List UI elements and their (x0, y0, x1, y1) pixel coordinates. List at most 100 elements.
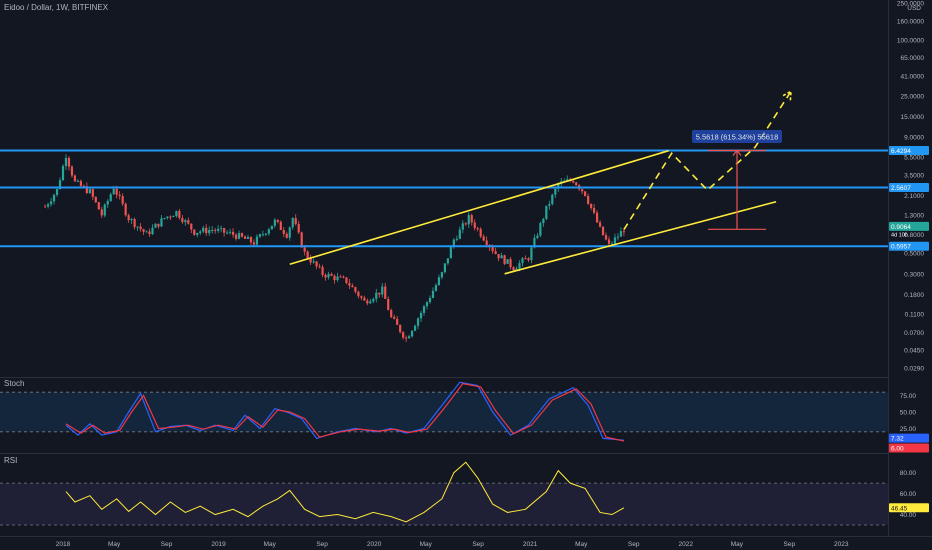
candle-body[interactable] (157, 223, 160, 227)
candle-body[interactable] (381, 286, 384, 295)
candle-body[interactable] (106, 200, 109, 205)
candle-body[interactable] (55, 189, 59, 195)
candle-body[interactable] (270, 225, 273, 230)
candle-body[interactable] (330, 273, 333, 276)
candle-body[interactable] (491, 247, 494, 252)
candle-body[interactable] (592, 207, 596, 213)
candle-body[interactable] (428, 297, 432, 303)
candle-body[interactable] (82, 185, 85, 187)
candle-body[interactable] (264, 233, 267, 235)
candle-body[interactable] (49, 201, 53, 205)
candle-body[interactable] (575, 182, 578, 186)
candle-body[interactable] (405, 337, 408, 339)
candle-body[interactable] (163, 218, 166, 220)
candle-body[interactable] (52, 194, 56, 202)
candle-body[interactable] (518, 263, 521, 269)
candle-body[interactable] (196, 232, 199, 235)
candle-body[interactable] (509, 259, 512, 268)
candle-series[interactable] (43, 154, 626, 343)
candle-body[interactable] (231, 231, 235, 235)
candle-body[interactable] (613, 237, 617, 244)
candle-body[interactable] (452, 239, 455, 247)
candle-body[interactable] (46, 204, 50, 207)
candle-body[interactable] (205, 227, 208, 234)
candle-body[interactable] (73, 175, 77, 182)
candle-body[interactable] (279, 221, 282, 230)
candle-body[interactable] (548, 204, 551, 206)
candle-body[interactable] (530, 247, 533, 261)
candle-body[interactable] (512, 267, 515, 271)
candle-body[interactable] (566, 179, 569, 181)
candle-body[interactable] (396, 318, 399, 325)
candle-body[interactable] (500, 255, 503, 259)
candle-body[interactable] (282, 229, 285, 234)
candle-body[interactable] (476, 228, 479, 230)
candle-body[interactable] (327, 273, 330, 278)
candle-body[interactable] (589, 203, 593, 208)
candle-body[interactable] (390, 310, 393, 318)
candle-body[interactable] (121, 195, 124, 204)
channel-lower-line[interactable] (504, 200, 777, 275)
candle-body[interactable] (76, 180, 80, 182)
candle-body[interactable] (342, 276, 345, 278)
candle-body[interactable] (181, 218, 184, 223)
candle-body[interactable] (416, 318, 420, 326)
candle-body[interactable] (333, 275, 336, 281)
candle-body[interactable] (467, 215, 470, 225)
candle-body[interactable] (193, 229, 196, 235)
candle-body[interactable] (300, 232, 303, 248)
candle-body[interactable] (297, 224, 300, 233)
candle-body[interactable] (261, 234, 265, 236)
candle-body[interactable] (228, 231, 232, 233)
candle-body[interactable] (112, 188, 115, 195)
candle-body[interactable] (142, 229, 145, 232)
candle-body[interactable] (124, 203, 127, 216)
candle-body[interactable] (587, 195, 590, 204)
candle-body[interactable] (419, 312, 423, 319)
candle-body[interactable] (136, 226, 139, 228)
candle-body[interactable] (527, 258, 530, 261)
candle-body[interactable] (258, 234, 262, 237)
candle-body[interactable] (339, 276, 342, 278)
candle-body[interactable] (449, 246, 452, 259)
candle-body[interactable] (109, 194, 112, 201)
candle-body[interactable] (145, 231, 148, 233)
candle-body[interactable] (387, 298, 390, 311)
candle-body[interactable] (294, 218, 297, 225)
candle-body[interactable] (485, 240, 488, 246)
candle-body[interactable] (303, 247, 306, 252)
candle-body[interactable] (533, 237, 536, 248)
candle-body[interactable] (461, 223, 464, 230)
candle-body[interactable] (619, 231, 623, 237)
candle-body[interactable] (413, 325, 417, 331)
candle-body[interactable] (399, 324, 402, 333)
candle-body[interactable] (515, 268, 518, 271)
candle-body[interactable] (503, 255, 506, 264)
candle-body[interactable] (115, 188, 118, 195)
candle-body[interactable] (402, 332, 405, 338)
candle-body[interactable] (103, 204, 106, 216)
candle-body[interactable] (217, 228, 220, 231)
candle-body[interactable] (581, 189, 584, 192)
candle-body[interactable] (276, 219, 279, 222)
candle-body[interactable] (97, 202, 100, 210)
candle-body[interactable] (214, 229, 217, 231)
symbol-title[interactable]: Eidoo / Dollar, 1W, BITFINEX (4, 3, 109, 12)
candle-body[interactable] (91, 189, 94, 197)
candle-body[interactable] (237, 233, 241, 239)
candle-body[interactable] (554, 188, 557, 195)
candle-body[interactable] (318, 266, 321, 268)
candle-body[interactable] (61, 166, 65, 181)
candle-body[interactable] (243, 236, 247, 239)
candle-body[interactable] (610, 243, 614, 245)
candle-body[interactable] (542, 218, 545, 224)
candle-body[interactable] (79, 180, 83, 186)
candle-body[interactable] (437, 277, 441, 286)
candle-body[interactable] (482, 236, 485, 241)
candle-body[interactable] (446, 258, 449, 264)
candle-body[interactable] (494, 251, 497, 254)
candle-body[interactable] (372, 298, 375, 302)
candle-body[interactable] (187, 220, 190, 224)
candle-body[interactable] (225, 232, 229, 234)
